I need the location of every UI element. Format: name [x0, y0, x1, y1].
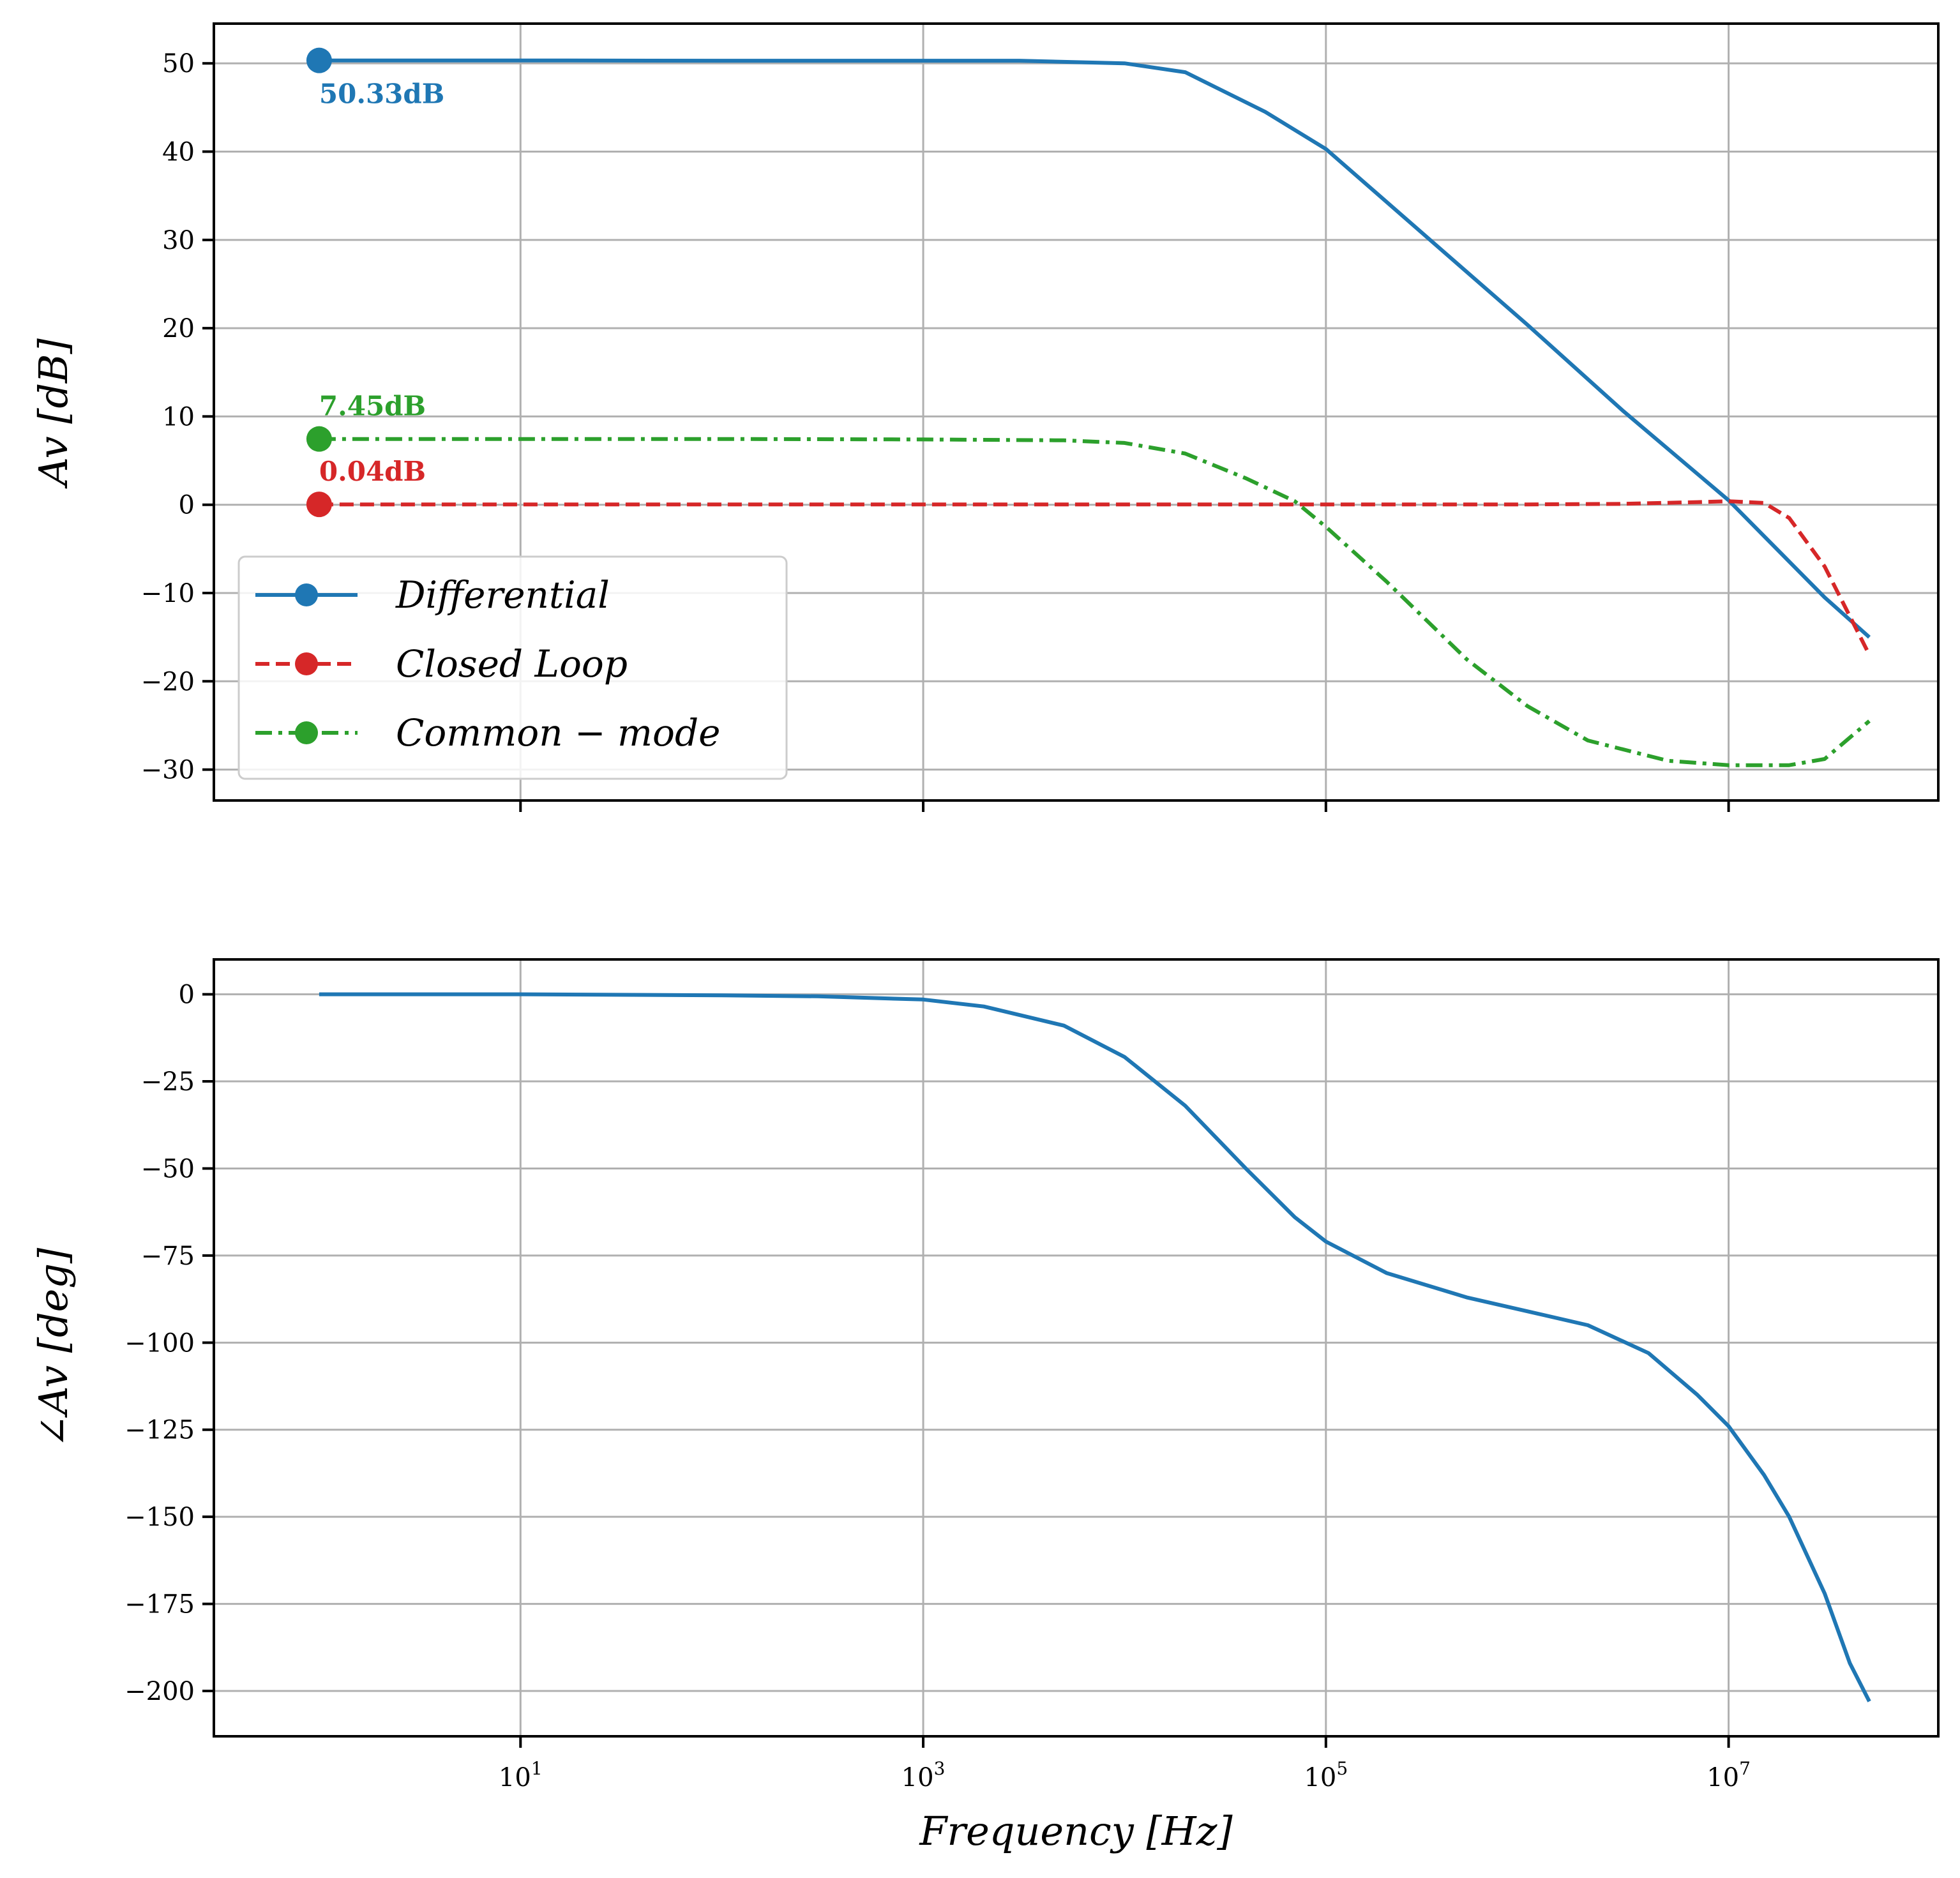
- x-axis-label: Frequency [Hz]: [919, 1808, 1233, 1854]
- y-tick-label: 40: [162, 138, 195, 167]
- legend-marker-common-mode: [295, 721, 318, 744]
- phase-y-ticks: −200 −175 −150 −125 −100 −75 −50 −25 0: [124, 980, 214, 1706]
- y-tick-label: −50: [141, 1154, 195, 1183]
- y-tick-label: −100: [124, 1328, 195, 1358]
- x-tick-label: 103: [901, 1758, 946, 1792]
- legend-item-differential: Differential: [255, 573, 610, 617]
- magnitude-markers-group: 50.33dB 7.45dB 0.04dB: [306, 47, 444, 518]
- y-tick-label: 0: [179, 980, 195, 1010]
- magnitude-y-ticks: −30 −20 −10 0 10 20 30 40 50: [141, 49, 214, 785]
- y-tick-label: −125: [124, 1416, 195, 1445]
- series-line-differential-phase: [319, 992, 1871, 1702]
- legend-label-differential: Differential: [395, 573, 610, 617]
- legend-item-closed-loop: Closed Loop: [255, 642, 628, 686]
- legend-box: [237, 555, 788, 780]
- y-tick-label: 30: [162, 226, 195, 255]
- marker-differential: [306, 47, 332, 73]
- y-tick-label: 10: [162, 402, 195, 432]
- legend-label-common-mode: Common − mode: [396, 711, 720, 755]
- series-line-closed-loop: [319, 499, 1871, 656]
- phase-series-group: [319, 992, 1871, 1702]
- legend-item-common-mode: Common − mode: [255, 711, 720, 755]
- series-line-common-mode: [319, 437, 1871, 767]
- y-tick-label: −30: [141, 756, 195, 785]
- annotation-differential: 50.33dB: [319, 79, 444, 110]
- legend-marker-closed-loop: [295, 652, 318, 675]
- annotation-closed-loop: 0.04dB: [319, 456, 426, 487]
- x-tick-label: 101: [499, 1758, 543, 1792]
- legend-label-closed-loop: Closed Loop: [396, 642, 628, 686]
- y-tick-label: 50: [162, 49, 195, 79]
- y-tick-label: −25: [141, 1067, 195, 1097]
- phase-x-ticks: 101 103 105 107: [499, 1736, 1751, 1792]
- annotation-common-mode: 7.45dB: [319, 391, 426, 422]
- phase-plot-frame: [213, 958, 1940, 1738]
- legend-marker-differential: [295, 583, 318, 606]
- y-tick-label: −150: [124, 1503, 195, 1532]
- x-tick-label: 107: [1707, 1758, 1751, 1792]
- marker-closed-loop: [306, 492, 332, 518]
- legend: Differential Closed Loop Common − mode: [237, 555, 788, 780]
- marker-common-mode: [306, 426, 332, 452]
- magnitude-series-group: [319, 58, 1871, 767]
- series-line-differential: [319, 58, 1871, 639]
- x-tick-label: 105: [1304, 1758, 1348, 1792]
- phase-panel: −200 −175 −150 −125 −100 −75 −50 −25 0 101 103 105…: [30, 958, 1940, 1854]
- phase-y-axis-label: ∠Av [deg]: [30, 1247, 77, 1448]
- y-tick-label: −200: [124, 1677, 195, 1706]
- y-tick-label: −10: [141, 579, 195, 608]
- magnitude-plot-frame: [213, 22, 1940, 802]
- y-tick-label: 0: [179, 491, 195, 520]
- y-tick-label: −20: [141, 667, 195, 696]
- y-tick-label: 20: [162, 314, 195, 343]
- magnitude-x-ticks: [519, 800, 1730, 812]
- magnitude-panel: 50.33dB 7.45dB 0.04dB −30 −20 −10 0 10 20 30 40 50…: [30, 22, 1940, 812]
- y-tick-label: −75: [141, 1242, 195, 1271]
- y-tick-label: −175: [124, 1590, 195, 1619]
- magnitude-y-axis-label: Av [dB]: [30, 338, 77, 488]
